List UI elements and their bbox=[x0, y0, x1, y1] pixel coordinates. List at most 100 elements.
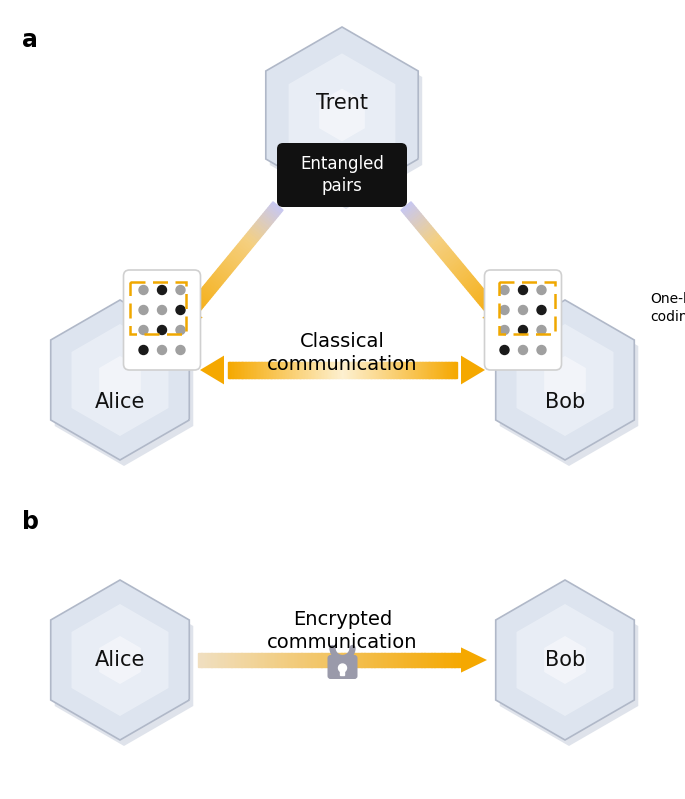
Bar bbox=[292, 362, 294, 378]
Polygon shape bbox=[486, 304, 498, 315]
Circle shape bbox=[176, 325, 185, 335]
Polygon shape bbox=[495, 315, 507, 325]
Polygon shape bbox=[180, 312, 192, 323]
Bar bbox=[395, 362, 397, 378]
Bar bbox=[402, 362, 404, 378]
Polygon shape bbox=[216, 268, 228, 279]
Bar bbox=[375, 653, 378, 667]
Bar bbox=[375, 362, 376, 378]
Polygon shape bbox=[416, 220, 427, 230]
Polygon shape bbox=[71, 324, 169, 436]
Bar bbox=[356, 362, 358, 378]
Bar bbox=[419, 362, 421, 378]
Polygon shape bbox=[436, 244, 448, 255]
FancyBboxPatch shape bbox=[277, 143, 407, 207]
Polygon shape bbox=[500, 586, 638, 746]
Polygon shape bbox=[223, 260, 235, 271]
Bar bbox=[253, 362, 255, 378]
Bar bbox=[262, 362, 263, 378]
Polygon shape bbox=[200, 356, 224, 384]
Bar bbox=[451, 362, 453, 378]
Polygon shape bbox=[241, 238, 253, 248]
Bar bbox=[218, 653, 222, 667]
Bar bbox=[401, 362, 402, 378]
Bar bbox=[396, 362, 398, 378]
Bar bbox=[299, 362, 301, 378]
Polygon shape bbox=[421, 226, 433, 237]
Circle shape bbox=[519, 305, 527, 315]
Polygon shape bbox=[235, 246, 247, 256]
Polygon shape bbox=[440, 248, 451, 259]
Bar bbox=[238, 362, 240, 378]
Circle shape bbox=[176, 345, 185, 355]
Bar bbox=[258, 362, 260, 378]
Bar bbox=[354, 362, 356, 378]
Bar bbox=[279, 362, 281, 378]
Bar bbox=[258, 653, 262, 667]
Bar bbox=[235, 653, 238, 667]
Polygon shape bbox=[496, 580, 634, 740]
Polygon shape bbox=[221, 262, 233, 272]
Polygon shape bbox=[445, 254, 456, 264]
Circle shape bbox=[139, 285, 148, 295]
Polygon shape bbox=[404, 206, 416, 217]
Polygon shape bbox=[251, 226, 263, 237]
Bar bbox=[257, 362, 259, 378]
Bar bbox=[342, 362, 345, 378]
FancyBboxPatch shape bbox=[123, 270, 201, 370]
Bar bbox=[334, 653, 338, 667]
Circle shape bbox=[500, 325, 509, 335]
Bar bbox=[414, 362, 416, 378]
Bar bbox=[432, 362, 434, 378]
Bar bbox=[499, 281, 555, 335]
Bar bbox=[411, 653, 415, 667]
Circle shape bbox=[139, 305, 148, 315]
Polygon shape bbox=[177, 317, 188, 327]
Bar bbox=[276, 362, 278, 378]
Circle shape bbox=[500, 305, 509, 315]
Polygon shape bbox=[99, 636, 141, 684]
Bar bbox=[296, 362, 298, 378]
Bar bbox=[335, 362, 337, 378]
Polygon shape bbox=[490, 308, 501, 319]
Bar bbox=[338, 653, 342, 667]
Polygon shape bbox=[406, 208, 418, 218]
Bar bbox=[358, 362, 360, 378]
Bar bbox=[351, 653, 355, 667]
Bar bbox=[425, 653, 428, 667]
Polygon shape bbox=[178, 315, 190, 325]
Bar bbox=[435, 362, 437, 378]
Polygon shape bbox=[260, 216, 271, 226]
Bar bbox=[408, 362, 410, 378]
Bar bbox=[405, 362, 407, 378]
Bar bbox=[264, 653, 269, 667]
Bar bbox=[282, 362, 284, 378]
Polygon shape bbox=[215, 270, 227, 280]
Bar bbox=[251, 653, 255, 667]
Bar bbox=[130, 281, 186, 335]
Polygon shape bbox=[433, 240, 445, 251]
Bar bbox=[353, 362, 355, 378]
Bar bbox=[348, 653, 351, 667]
Bar bbox=[361, 653, 365, 667]
Circle shape bbox=[537, 345, 546, 355]
Bar bbox=[241, 653, 245, 667]
Polygon shape bbox=[271, 202, 283, 213]
Bar bbox=[234, 362, 236, 378]
Circle shape bbox=[500, 345, 509, 355]
Polygon shape bbox=[478, 295, 490, 305]
Bar bbox=[297, 362, 299, 378]
Bar bbox=[314, 362, 316, 378]
Bar bbox=[315, 362, 317, 378]
Bar bbox=[293, 362, 295, 378]
Polygon shape bbox=[264, 210, 276, 221]
Bar bbox=[362, 362, 363, 378]
Bar bbox=[229, 362, 232, 378]
Bar bbox=[310, 362, 312, 378]
Polygon shape bbox=[248, 230, 260, 240]
Bar bbox=[340, 670, 345, 675]
Polygon shape bbox=[188, 303, 200, 313]
Bar bbox=[416, 362, 419, 378]
Bar bbox=[271, 653, 275, 667]
Bar bbox=[321, 362, 323, 378]
